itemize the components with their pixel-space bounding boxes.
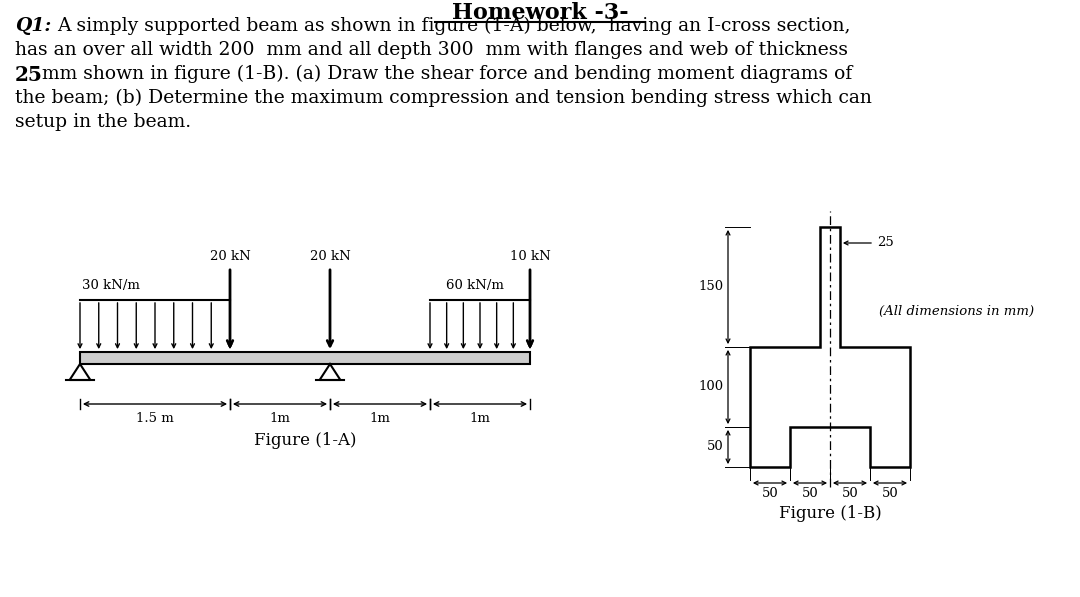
Text: 10 kN: 10 kN xyxy=(510,250,551,263)
Text: 50: 50 xyxy=(707,441,724,454)
Text: Q1:: Q1: xyxy=(15,17,51,35)
Text: 100: 100 xyxy=(699,380,724,393)
Text: has an over all width 200  mm and all depth 300  mm with flanges and web of thic: has an over all width 200 mm and all dep… xyxy=(15,41,848,59)
Text: 25: 25 xyxy=(877,236,894,250)
Polygon shape xyxy=(750,227,910,467)
Text: 1.5 m: 1.5 m xyxy=(136,412,174,425)
Text: 30 kN/m: 30 kN/m xyxy=(82,279,140,292)
Text: 50: 50 xyxy=(881,487,899,500)
Text: 20 kN: 20 kN xyxy=(310,250,350,263)
Text: A simply supported beam as shown in figure (1-A) below,  having an I-cross secti: A simply supported beam as shown in figu… xyxy=(57,17,851,35)
Text: the beam; (b) Determine the maximum compression and tension bending stress which: the beam; (b) Determine the maximum comp… xyxy=(15,89,872,107)
Text: Homework -3-: Homework -3- xyxy=(451,2,629,24)
Text: 1m: 1m xyxy=(369,412,391,425)
Text: 60 kN/m: 60 kN/m xyxy=(446,279,504,292)
Text: 1m: 1m xyxy=(270,412,291,425)
Text: 1m: 1m xyxy=(470,412,490,425)
Text: setup in the beam.: setup in the beam. xyxy=(15,113,191,131)
Bar xyxy=(80,352,530,364)
Text: 150: 150 xyxy=(699,281,724,294)
Text: Figure (1-A): Figure (1-A) xyxy=(254,432,356,449)
Text: 50: 50 xyxy=(761,487,779,500)
Text: 25: 25 xyxy=(15,65,43,85)
Text: 20 kN: 20 kN xyxy=(210,250,251,263)
Text: 50: 50 xyxy=(801,487,819,500)
Text: (All dimensions in mm): (All dimensions in mm) xyxy=(879,304,1035,318)
Text: Figure (1-B): Figure (1-B) xyxy=(779,505,881,522)
Text: mm shown in figure (1-B). (a) Draw the shear force and bending moment diagrams o: mm shown in figure (1-B). (a) Draw the s… xyxy=(42,65,852,83)
Text: 50: 50 xyxy=(841,487,859,500)
